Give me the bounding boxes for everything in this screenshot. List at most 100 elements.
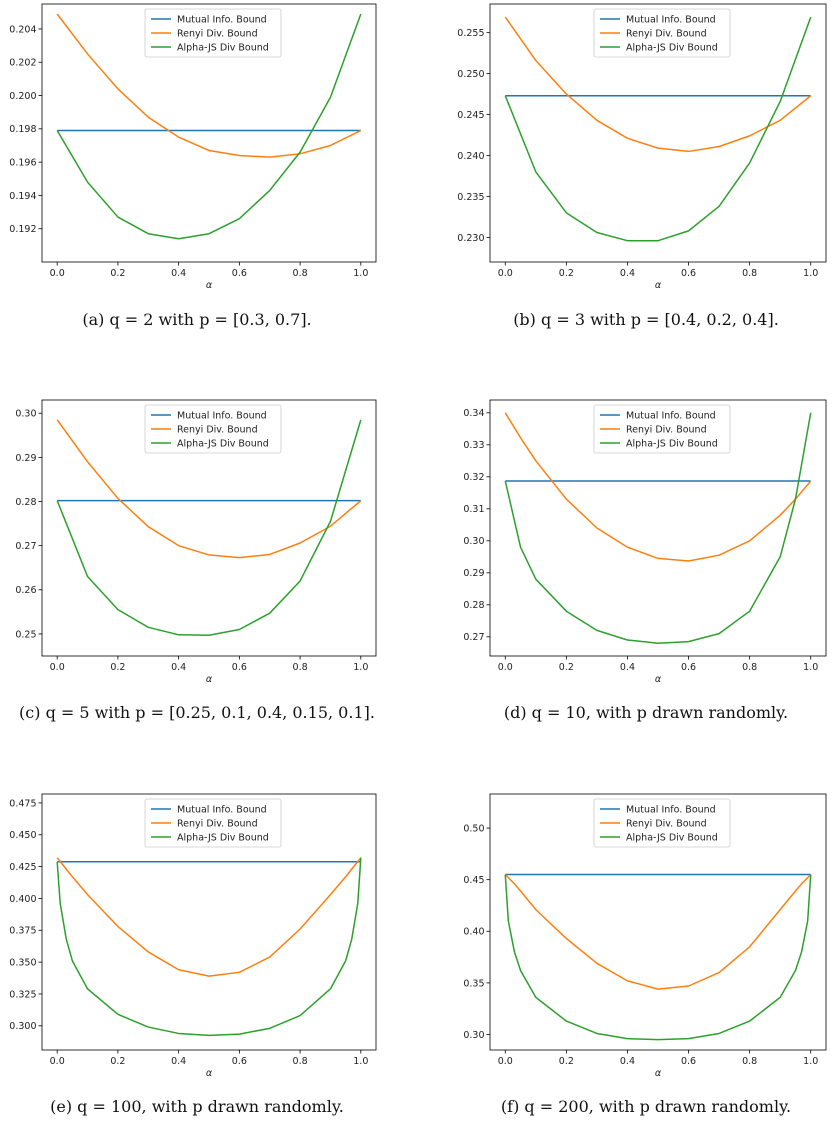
x-tick-label: 0.6 <box>232 662 247 673</box>
legend-entry: Alpha-JS Div Bound <box>626 42 718 53</box>
x-tick-label: 0.0 <box>498 662 513 673</box>
legend-box <box>593 404 731 454</box>
y-tick-label: 0.240 <box>457 151 484 162</box>
legend-entry: Alpha-JS Div Bound <box>626 832 718 843</box>
legend-box <box>593 8 731 58</box>
x-tick-label: 0.2 <box>559 662 574 673</box>
y-tick-label: 0.29 <box>463 568 484 579</box>
legend-entry: Renyi Div. Bound <box>177 28 258 39</box>
y-tick-label: 0.350 <box>9 958 36 969</box>
y-tick-label: 0.230 <box>457 233 484 244</box>
y-tick-label: 0.202 <box>9 58 36 69</box>
y-tick-label: 0.30 <box>463 536 484 547</box>
x-tick-label: 0.6 <box>232 268 247 279</box>
y-tick-label: 0.255 <box>457 28 484 39</box>
y-tick-label: 0.325 <box>9 989 36 1000</box>
series-line-2 <box>56 419 362 559</box>
x-axis-label: α <box>206 280 213 291</box>
y-tick-label: 0.30 <box>15 409 36 420</box>
series-line-3 <box>504 874 812 1041</box>
legend: Mutual Info. Bound Renyi Div. Bound Alpha-… <box>593 8 731 58</box>
legend-entry: Renyi Div. Bound <box>626 818 707 829</box>
legend-box <box>144 798 282 848</box>
x-tick-label: 0.4 <box>171 662 186 673</box>
chart-panel-4: 0.0 0.2 0.4 0.6 0.8 1.0 0.27 0.28 0.29 0.30 0.31 0.… <box>463 399 827 722</box>
legend-entry: Alpha-JS Div Bound <box>177 438 269 449</box>
x-axis-label: α <box>206 1068 213 1079</box>
x-tick-label: 1.0 <box>353 1056 368 1067</box>
legend-entry: Renyi Div. Bound <box>626 28 707 39</box>
x-tick-label: 0.6 <box>681 662 696 673</box>
y-tick-label: 0.45 <box>463 875 484 886</box>
series-line-3 <box>504 412 812 644</box>
x-tick-label: 0.4 <box>620 662 635 673</box>
y-tick-label: 0.204 <box>9 24 36 35</box>
y-tick-label: 0.194 <box>9 191 36 202</box>
y-tick-label: 0.32 <box>463 472 484 483</box>
legend-entry: Mutual Info. Bound <box>626 804 716 815</box>
x-tick-label: 0.8 <box>293 1056 308 1067</box>
x-tick-label: 0.4 <box>620 1056 635 1067</box>
legend-box <box>144 404 282 454</box>
series-line-3 <box>56 419 362 637</box>
y-tick-label: 0.31 <box>463 504 484 515</box>
x-tick-label: 0.2 <box>110 1056 125 1067</box>
y-tick-label: 0.34 <box>463 408 484 419</box>
x-tick-label: 0.2 <box>559 268 574 279</box>
series-line-3 <box>56 13 362 240</box>
legend-entry: Renyi Div. Bound <box>626 424 707 435</box>
x-tick-label: 0.4 <box>171 268 186 279</box>
chart-panel-3: 0.0 0.2 0.4 0.6 0.8 1.0 0.25 0.26 0.27 0.28 0.29 0.… <box>15 399 377 722</box>
y-tick-label: 0.196 <box>9 158 36 169</box>
chart-panel-6: 0.0 0.2 0.4 0.6 0.8 1.0 0.30 0.35 0.40 0.45 0.50 α M… <box>463 793 827 1116</box>
x-tick-label: 1.0 <box>353 268 368 279</box>
x-tick-label: 0.0 <box>50 1056 65 1067</box>
series-line-2 <box>504 873 812 990</box>
legend: Mutual Info. Bound Renyi Div. Bound Alpha-… <box>593 798 731 848</box>
x-tick-label: 0.8 <box>742 1056 757 1067</box>
legend-entry: Renyi Div. Bound <box>177 424 258 435</box>
x-tick-label: 0.6 <box>681 268 696 279</box>
subfigure-caption: (c) q = 5 with p = [0.25, 0.1, 0.4, 0.15… <box>19 703 375 722</box>
x-tick-label: 0.2 <box>559 1056 574 1067</box>
legend-entry: Mutual Info. Bound <box>177 804 267 815</box>
y-tick-label: 0.300 <box>9 1021 36 1032</box>
y-tick-label: 0.40 <box>463 927 484 938</box>
x-tick-label: 0.8 <box>293 268 308 279</box>
x-tick-label: 0.2 <box>110 268 125 279</box>
x-tick-label: 0.8 <box>742 662 757 673</box>
chart-panel-2: 0.0 0.2 0.4 0.6 0.8 1.0 0.230 0.235 0.240 0.245 0.… <box>457 3 827 329</box>
y-tick-label: 0.250 <box>457 69 484 80</box>
legend-box <box>144 8 282 58</box>
series-line-2 <box>504 412 812 562</box>
legend-box <box>593 798 731 848</box>
legend: Mutual Info. Bound Renyi Div. Bound Alpha-… <box>144 404 282 454</box>
legend-entry: Mutual Info. Bound <box>177 410 267 421</box>
y-tick-label: 0.400 <box>9 894 36 905</box>
chart-panel-1: 0.0 0.2 0.4 0.6 0.8 1.0 0.192 0.194 0.196 0.198 0.… <box>9 3 377 329</box>
x-tick-label: 1.0 <box>803 268 818 279</box>
y-tick-label: 0.35 <box>463 978 484 989</box>
y-tick-label: 0.200 <box>9 91 36 102</box>
y-tick-label: 0.33 <box>463 440 484 451</box>
series-line-2 <box>56 13 362 158</box>
series-line-2 <box>56 857 362 977</box>
y-tick-label: 0.375 <box>9 926 36 937</box>
y-tick-label: 0.30 <box>463 1030 484 1041</box>
y-tick-label: 0.192 <box>9 224 36 235</box>
y-tick-label: 0.475 <box>9 798 36 809</box>
x-axis-label: α <box>206 674 213 685</box>
chart-panel-5: 0.0 0.2 0.4 0.6 0.8 1.0 0.300 0.325 0.350 0.375 0.… <box>9 793 377 1116</box>
x-tick-label: 1.0 <box>803 662 818 673</box>
subfigure-caption: (a) q = 2 with p = [0.3, 0.7]. <box>82 310 311 329</box>
series-line-2 <box>504 16 812 153</box>
legend-entry: Mutual Info. Bound <box>626 14 716 25</box>
y-tick-label: 0.245 <box>457 110 484 121</box>
x-tick-label: 1.0 <box>353 662 368 673</box>
x-tick-label: 0.2 <box>110 662 125 673</box>
y-tick-label: 0.25 <box>15 629 36 640</box>
x-tick-label: 0.8 <box>293 662 308 673</box>
x-tick-label: 1.0 <box>803 1056 818 1067</box>
y-tick-label: 0.198 <box>9 124 36 135</box>
